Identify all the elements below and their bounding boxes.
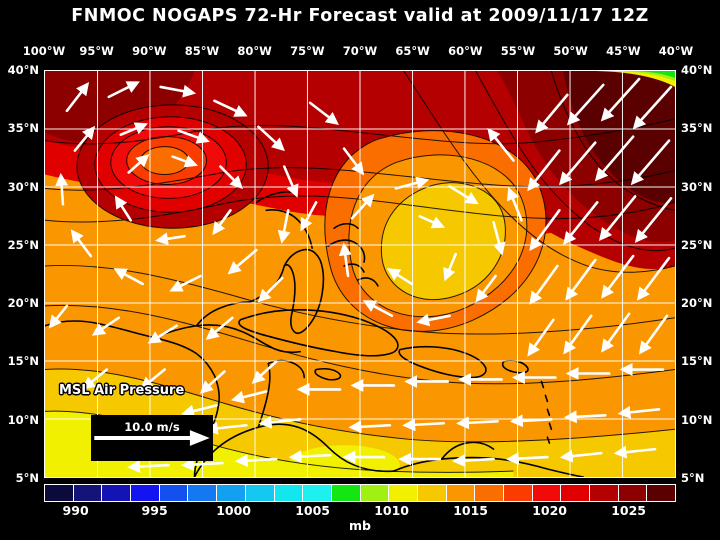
colorbar-swatch-17 [532, 485, 562, 501]
page-title: FNMOC NOGAPS 72-Hr Forecast valid at 200… [71, 6, 649, 26]
colorbar-swatch-6 [217, 485, 246, 501]
lat-tick-30N: 30°N [7, 179, 39, 194]
lon-tick-90W: 90°W [132, 44, 167, 58]
lat-tick-25N: 25°N [7, 237, 39, 252]
lat-tick-35N: 35°N [681, 121, 713, 136]
colorbar-swatch-16 [504, 485, 533, 501]
colorbar-swatch-0 [45, 485, 74, 501]
colorbar-unit-label: mb [349, 518, 371, 533]
colorbar-swatch-18 [561, 485, 591, 501]
lon-tick-75W: 75°W [290, 44, 325, 58]
lon-tick-60W: 60°W [448, 44, 483, 58]
colorbar-swatch-14 [446, 485, 476, 501]
lon-tick-65W: 65°W [395, 44, 430, 58]
lat-tick-5N: 5°N [681, 471, 705, 485]
lon-tick-85W: 85°W [184, 44, 220, 58]
colorbar-swatch-10 [331, 485, 361, 501]
lat-tick-10N: 10°N [7, 412, 39, 427]
colorbar-tick-995: 995 [141, 503, 168, 518]
latitude-axis-right: 40°N 35°N 30°N 25°N 20°N 15°N 10°N 5°N [678, 63, 720, 485]
colorbar-swatch-7 [245, 485, 275, 501]
lat-tick-40N: 40°N [7, 63, 39, 77]
forecast-map-plot[interactable]: MSL Air Pressure 10.0 m/s [44, 70, 676, 478]
colorbar-tick-1020: 1020 [532, 503, 567, 518]
lat-tick-25N: 25°N [681, 237, 713, 252]
colorbar-tick-1015: 1015 [453, 503, 488, 518]
colorbar-swatch-8 [274, 485, 304, 501]
lon-tick-50W: 50°W [553, 44, 588, 58]
wind-scale-legend: 10.0 m/s [91, 415, 213, 461]
colorbar-tick-990: 990 [62, 503, 89, 518]
lat-tick-15N: 15°N [7, 354, 39, 369]
colorbar-tick-1000: 1000 [216, 503, 251, 518]
latitude-axis-left: 40°N 35°N 30°N 25°N 20°N 15°N 10°N 5°N [0, 63, 42, 485]
lon-tick-45W: 45°W [606, 44, 641, 58]
lon-tick-100W: 100°W [22, 44, 66, 58]
colorbar-swatch-13 [417, 485, 447, 501]
wind-scale-label: 10.0 m/s [124, 420, 180, 434]
colorbar-swatch-15 [475, 485, 504, 501]
lon-tick-80W: 80°W [237, 44, 272, 58]
colorbar-swatch-21 [647, 485, 676, 501]
colorbar-swatch-9 [303, 485, 332, 501]
colorbar-tick-labels: 990 995 1000 1005 1010 1015 1020 1025 [44, 503, 676, 519]
lat-tick-5N: 5°N [15, 471, 39, 485]
colorbar-swatch-3 [131, 485, 160, 501]
pressure-colorbar [44, 484, 676, 502]
colorbar-swatch-5 [188, 485, 218, 501]
colorbar-tick-1010: 1010 [374, 503, 409, 518]
lat-tick-20N: 20°N [681, 296, 713, 311]
lon-tick-70W: 70°W [342, 44, 378, 58]
lon-tick-40W: 40°W [658, 44, 694, 58]
colorbar-tick-1025: 1025 [611, 503, 646, 518]
lat-tick-35N: 35°N [7, 121, 39, 136]
lat-tick-40N: 40°N [681, 63, 713, 77]
colorbar-swatch-11 [360, 485, 390, 501]
colorbar-swatch-19 [590, 485, 619, 501]
lat-tick-30N: 30°N [681, 179, 713, 194]
colorbar-swatch-20 [618, 485, 648, 501]
colorbar-swatch-1 [73, 485, 103, 501]
wind-vector-field [48, 77, 673, 474]
lon-tick-95W: 95°W [79, 44, 114, 58]
longitude-axis-top: 100°W 95°W 90°W 85°W 80°W 75°W 70°W 65°W 60°W 55°… [23, 44, 693, 58]
colorbar-swatch-2 [102, 485, 132, 501]
lat-tick-15N: 15°N [681, 354, 713, 369]
colorbar-swatch-12 [389, 485, 418, 501]
colorbar-tick-1005: 1005 [295, 503, 330, 518]
right-arrow-icon [94, 430, 210, 446]
colorbar-swatch-4 [159, 485, 189, 501]
lat-tick-20N: 20°N [7, 296, 39, 311]
lat-tick-10N: 10°N [681, 412, 713, 427]
lon-tick-55W: 55°W [500, 44, 536, 58]
